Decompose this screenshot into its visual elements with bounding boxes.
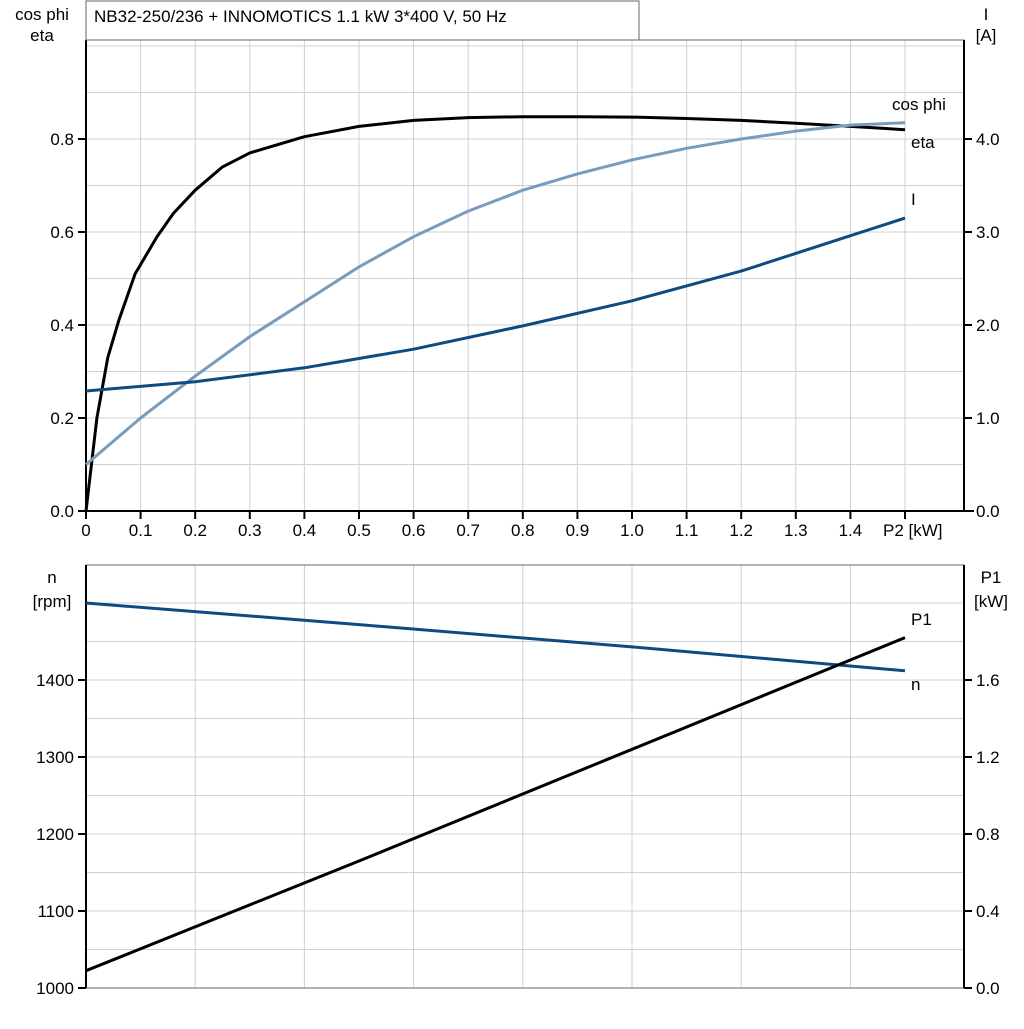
plot-frame <box>85 564 965 989</box>
x-tick-label: 0.7 <box>456 521 480 540</box>
y-tick-label-right: 4.0 <box>976 130 1000 149</box>
chart-title: NB32-250/236 + INNOMOTICS 1.1 kW 3*400 V… <box>94 7 507 26</box>
series-line-eta <box>84 115 906 512</box>
y-tick-label-left: 1300 <box>36 748 74 767</box>
y-axis-label-left: eta <box>30 26 54 45</box>
y-tick-label-left: 0.2 <box>50 409 74 428</box>
x-tick-label: 1.2 <box>729 521 753 540</box>
x-tick-label: 0.9 <box>566 521 590 540</box>
x-tick-label: 0.3 <box>238 521 262 540</box>
y-axis-label-left: n <box>47 568 56 587</box>
x-tick-label: 0.8 <box>511 521 535 540</box>
x-tick-label: 1.4 <box>839 521 863 540</box>
x-tick-label: 1.3 <box>784 521 808 540</box>
y-tick-label-right: 0.8 <box>976 825 1000 844</box>
series-label-P1: P1 <box>911 610 932 629</box>
x-axis-label: P2 [kW] <box>883 521 943 540</box>
series-label-I: I <box>911 190 916 209</box>
series-label-cos-phi: cos phi <box>892 95 946 114</box>
y-tick-label-left: 1400 <box>36 671 74 690</box>
x-tick-label: 0.5 <box>347 521 371 540</box>
title-box <box>85 0 640 41</box>
y-tick-label-left: 0.6 <box>50 223 74 242</box>
y-axis-label-left: cos phi <box>15 5 69 24</box>
y-tick-label-right: 1.2 <box>976 748 1000 767</box>
series-line-I <box>85 216 906 393</box>
series-line-n <box>85 601 906 673</box>
y-tick-label-right: 3.0 <box>976 223 1000 242</box>
y-axis-label-right: [kW] <box>974 592 1008 611</box>
x-tick-label: 0.4 <box>293 521 317 540</box>
y-tick-label-left: 1100 <box>37 902 74 921</box>
bottom-chart <box>78 564 972 989</box>
series-label-n: n <box>911 675 920 694</box>
y-tick-label-right: 0.4 <box>976 902 1000 921</box>
series-line-cos-phi <box>85 121 906 466</box>
x-tick-label: 0 <box>81 521 90 540</box>
y-tick-label-right: 0.0 <box>976 979 1000 998</box>
x-tick-label: 1.0 <box>620 521 644 540</box>
series-line-P1 <box>85 636 906 973</box>
y-tick-label-right: 2.0 <box>976 316 1000 335</box>
y-tick-label-left: 0.0 <box>50 502 74 521</box>
y-axis-label-right: P1 <box>981 568 1002 587</box>
y-axis-label-right: I <box>984 5 989 24</box>
y-tick-label-right: 1.0 <box>976 409 1000 428</box>
y-tick-label-right: 0.0 <box>976 502 1000 521</box>
series-label-eta: eta <box>911 133 935 152</box>
y-axis-label-left: [rpm] <box>33 592 72 611</box>
x-tick-label: 0.1 <box>129 521 153 540</box>
y-tick-label-right: 1.6 <box>976 671 1000 690</box>
x-tick-label: 0.6 <box>402 521 426 540</box>
y-tick-label-left: 0.4 <box>50 316 74 335</box>
x-tick-label: 0.2 <box>183 521 207 540</box>
x-tick-label: 1.1 <box>675 521 699 540</box>
y-tick-label-left: 1200 <box>36 825 74 844</box>
y-tick-label-left: 1000 <box>36 979 74 998</box>
y-tick-label-left: 0.8 <box>50 130 74 149</box>
y-axis-label-right: [A] <box>976 26 997 45</box>
plot-frame <box>85 39 965 512</box>
top-chart <box>78 0 974 519</box>
